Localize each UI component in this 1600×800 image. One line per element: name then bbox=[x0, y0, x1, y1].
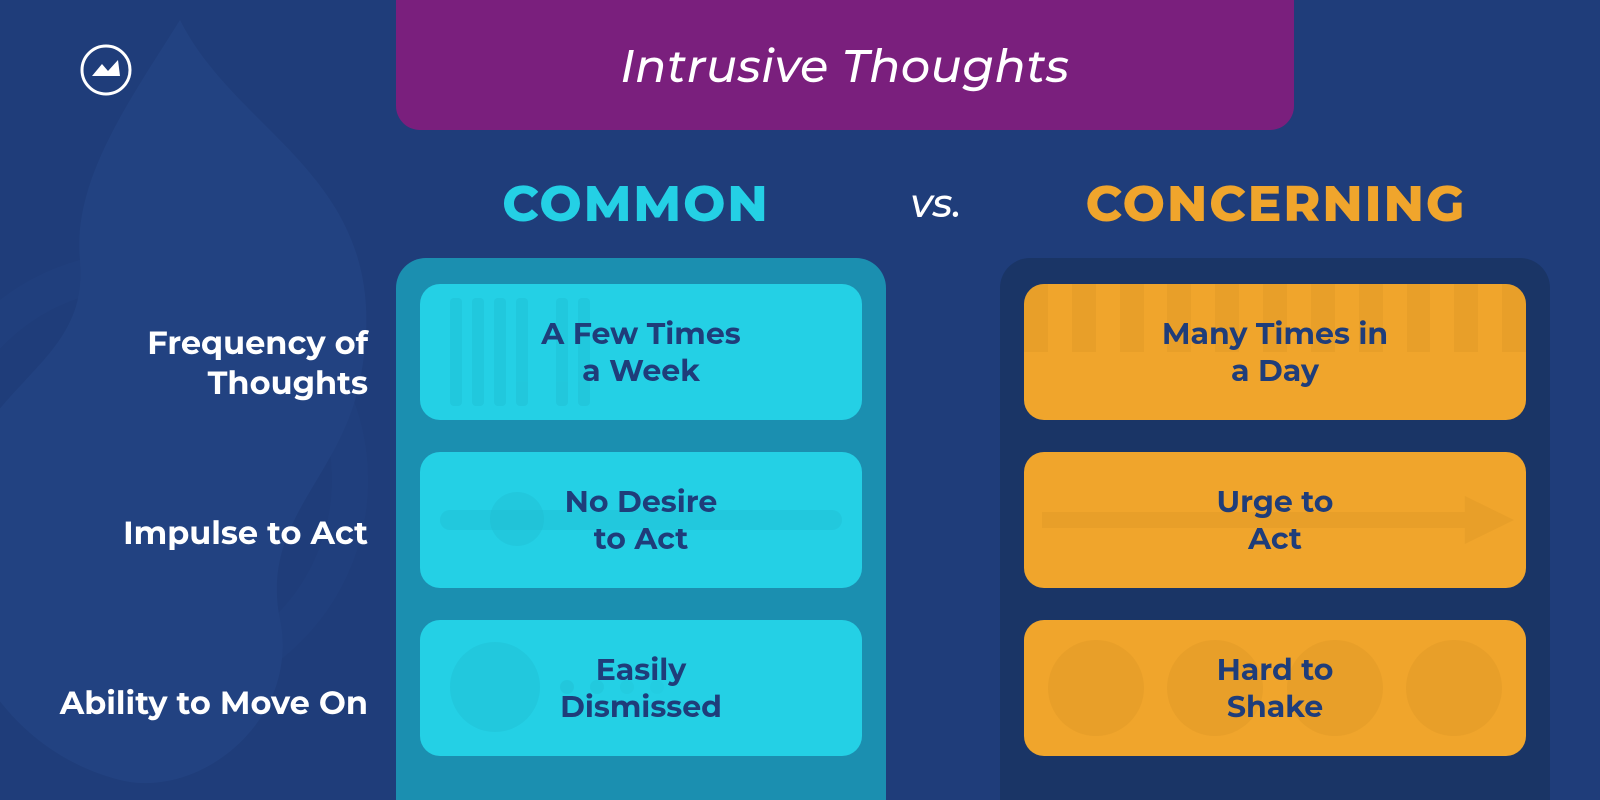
cell-label: Urge to Act bbox=[1217, 483, 1334, 558]
row-label-impulse: Impulse to Act bbox=[0, 476, 368, 592]
cell-label: A Few Times a Week bbox=[541, 315, 740, 390]
cell-common-ability: Easily Dismissed bbox=[420, 620, 862, 756]
heading-vs: vs. bbox=[876, 179, 996, 228]
cell-label: Easily Dismissed bbox=[560, 651, 722, 726]
infographic-canvas: Intrusive Thoughts COMMON vs. CONCERNING… bbox=[0, 0, 1600, 800]
page-title: Intrusive Thoughts bbox=[620, 37, 1069, 94]
row-labels: Frequency of Thoughts Impulse to Act Abi… bbox=[0, 268, 396, 778]
column-panel-common: A Few Times a Week No Desire to Act Easi… bbox=[396, 258, 886, 800]
cell-concerning-frequency: Many Times in a Day bbox=[1024, 284, 1526, 420]
column-panel-concerning: Many Times in a Day Urge to Act Hard to … bbox=[1000, 258, 1550, 800]
cell-concerning-ability: Hard to Shake bbox=[1024, 620, 1526, 756]
cell-common-impulse: No Desire to Act bbox=[420, 452, 862, 588]
cell-label: No Desire to Act bbox=[565, 483, 718, 558]
cell-label: Hard to Shake bbox=[1217, 651, 1334, 726]
slider-knob-icon bbox=[490, 492, 544, 546]
fading-circle-icon bbox=[450, 642, 540, 732]
heading-concerning: CONCERNING bbox=[996, 173, 1556, 234]
heading-common: COMMON bbox=[396, 173, 876, 234]
cell-common-frequency: A Few Times a Week bbox=[420, 284, 862, 420]
cell-concerning-impulse: Urge to Act bbox=[1024, 452, 1526, 588]
row-label-ability: Ability to Move On bbox=[0, 646, 368, 762]
column-headings: COMMON vs. CONCERNING bbox=[396, 168, 1556, 238]
row-label-frequency: Frequency of Thoughts bbox=[0, 306, 368, 422]
brand-logo-icon bbox=[80, 44, 132, 96]
title-bar: Intrusive Thoughts bbox=[396, 0, 1294, 130]
cell-label: Many Times in a Day bbox=[1162, 315, 1388, 390]
